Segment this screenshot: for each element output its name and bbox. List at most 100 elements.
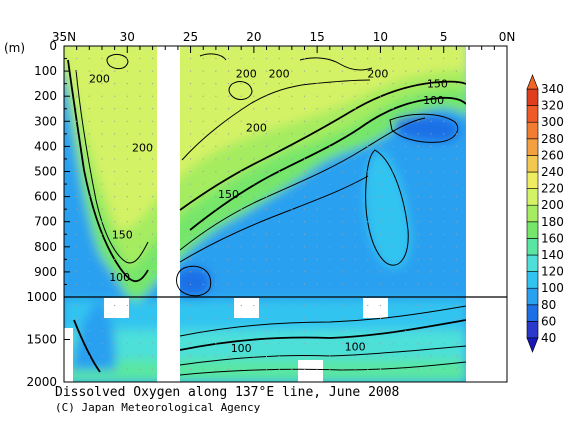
station-dot [278, 258, 280, 260]
station-dot [417, 368, 419, 370]
station-dot [101, 158, 103, 160]
station-dot [430, 170, 432, 173]
station-dot [253, 317, 255, 319]
station-dot [303, 368, 306, 370]
station-dot [88, 246, 90, 248]
colorbar-swatch [526, 88, 539, 106]
station-dot [329, 183, 331, 185]
station-dot [405, 208, 407, 210]
station-dot [443, 108, 445, 110]
contour-labels: 200 200 200 200 200 200 150 100 150 150 100 100 100 [89, 68, 448, 355]
station-dot [139, 196, 141, 198]
station-dot [240, 95, 242, 97]
station-dot [417, 108, 419, 110]
station-dot [76, 208, 78, 210]
station-dot [126, 158, 128, 160]
station-dot [379, 208, 382, 210]
station-dot [240, 355, 242, 358]
station-dot [455, 330, 457, 332]
station-dot [265, 283, 268, 286]
station-dot [215, 196, 217, 198]
station-dot [392, 246, 394, 248]
station-dot [215, 133, 217, 135]
station-dot [405, 108, 407, 110]
station-dot [265, 120, 268, 122]
station-dot [88, 221, 90, 223]
station-dot [316, 120, 318, 122]
station-dot [291, 283, 293, 286]
station-dot [152, 355, 154, 358]
station-dot [443, 57, 445, 60]
station-dot [114, 120, 116, 122]
station-dot [303, 196, 306, 198]
station-dot [392, 208, 394, 210]
station-dot [139, 183, 141, 185]
station-dot [392, 158, 394, 160]
station-dot [215, 221, 217, 223]
station-dot [443, 258, 445, 260]
station-dot [88, 120, 90, 122]
station-dot [341, 233, 344, 235]
station-dot [114, 330, 116, 332]
station-dot [114, 271, 116, 273]
station-dot [114, 246, 116, 248]
station-dot [139, 170, 141, 173]
station-dot [240, 368, 242, 370]
station-dot [202, 208, 204, 210]
station-dot [291, 57, 293, 60]
x-axis-top: 35N 30 25 20 15 10 5 0N [52, 30, 515, 53]
station-dot [367, 283, 369, 286]
station-dot [202, 108, 204, 110]
station-dot [468, 108, 469, 109]
colorbar-swatch [526, 188, 539, 206]
station-dot [291, 133, 293, 135]
station-dot [278, 70, 280, 72]
station-dot [139, 343, 141, 345]
station-dot [392, 70, 394, 72]
station-dot [392, 120, 394, 122]
station-dot [253, 330, 255, 332]
station-dot [303, 317, 306, 319]
station-dot [316, 233, 318, 235]
station-dot [215, 57, 217, 60]
station-dot [202, 83, 204, 85]
y-axis-unit-label: (m) [4, 41, 25, 55]
y-tick-label: 200 [34, 89, 57, 103]
station-dot [215, 304, 217, 307]
station-dot [152, 158, 154, 160]
station-dot [354, 145, 356, 147]
station-dot [392, 57, 394, 60]
station-dot [76, 133, 78, 135]
station-dot [240, 196, 242, 198]
station-dot [303, 170, 306, 173]
station-dot [443, 304, 445, 307]
station-dot [126, 317, 128, 319]
station-dot [253, 183, 255, 185]
station-dot [468, 58, 469, 59]
station-dot [240, 183, 242, 185]
station-dot [76, 120, 78, 122]
station-dot [329, 368, 331, 370]
station-dot [227, 304, 230, 307]
station-dot [240, 258, 242, 260]
station-dot [341, 170, 344, 173]
station-dot [202, 170, 204, 173]
station-dot [367, 271, 369, 273]
station-dot [202, 233, 204, 235]
station-dot [126, 343, 128, 345]
station-dot [303, 95, 306, 97]
station-dot [417, 95, 419, 97]
contour-label: 150 [112, 228, 133, 241]
colorbar-swatch [526, 271, 539, 289]
station-dot [227, 221, 230, 223]
station-dot [379, 258, 382, 260]
station-dot [240, 330, 242, 332]
station-dot [417, 170, 419, 173]
station-dot [303, 108, 306, 110]
station-dot [265, 208, 268, 210]
station-dot [430, 221, 432, 223]
station-dot [417, 183, 419, 185]
station-dot [101, 57, 103, 60]
station-dot [443, 158, 445, 160]
station-dot [278, 83, 280, 85]
